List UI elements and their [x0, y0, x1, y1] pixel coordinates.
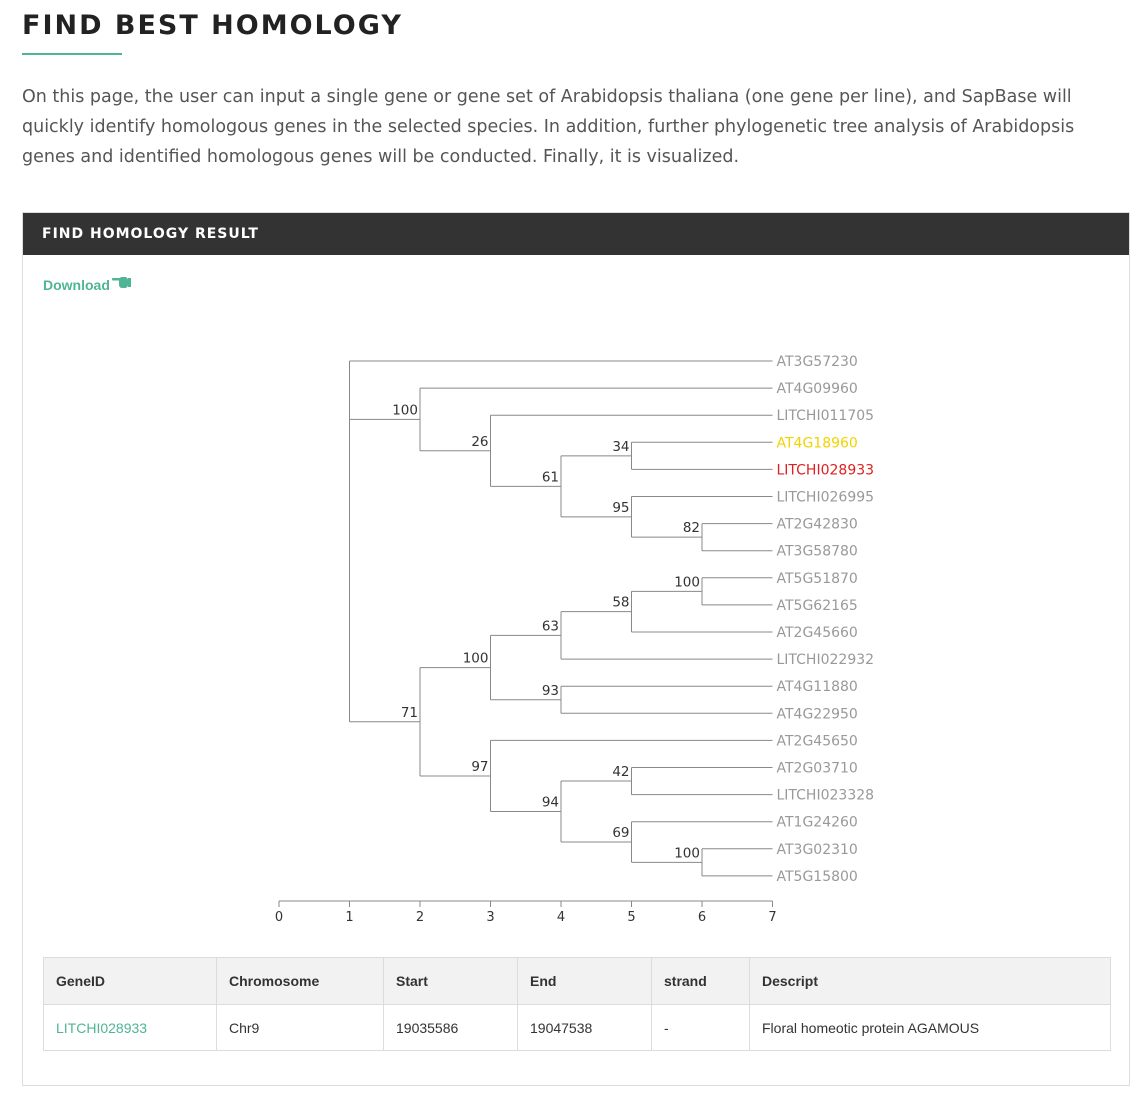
- pointing-hand-icon: [111, 277, 131, 288]
- column-header-chromosome: Chromosome: [216, 957, 384, 1005]
- leaf-label: AT2G45660: [777, 625, 858, 641]
- intro-text: On this page, the user can input a singl…: [22, 87, 1075, 167]
- bootstrap-label: 95: [612, 500, 629, 516]
- column-header-descript: Descript: [749, 957, 1111, 1005]
- scale-tick-label: 2: [416, 910, 424, 925]
- scale-tick-label: 0: [275, 910, 283, 925]
- leaf-label: AT4G22950: [777, 706, 858, 722]
- bootstrap-label: 63: [542, 618, 559, 634]
- leaf-label: AT3G57230: [777, 354, 858, 370]
- bootstrap-label: 69: [612, 825, 629, 841]
- bootstrap-label: 26: [471, 434, 488, 450]
- leaf-label: AT3G02310: [777, 842, 858, 858]
- column-header-start: Start: [383, 957, 518, 1005]
- leaf-label: LITCHI028933: [777, 462, 875, 478]
- leaf-label: AT4G09960: [777, 381, 858, 397]
- cell-chromosome: Chr9: [216, 1004, 384, 1051]
- gene-link[interactable]: LITCHI028933: [56, 1019, 148, 1036]
- scale-tick-label: 4: [557, 910, 565, 925]
- leaf-label: AT4G18960: [777, 435, 858, 451]
- table-header-row: GeneID Chromosome Start End strand Descr…: [43, 957, 1111, 1005]
- scale-tick-label: 6: [698, 910, 706, 925]
- scale-tick-label: 1: [345, 910, 353, 925]
- bootstrap-label: 42: [612, 764, 629, 780]
- leaf-label: AT2G45650: [777, 733, 858, 749]
- leaf-label: LITCHI023328: [777, 788, 875, 804]
- bootstrap-label: 100: [392, 402, 418, 418]
- cell-end: 19047538: [517, 1004, 652, 1051]
- download-label: Download: [43, 277, 110, 293]
- phylogenetic-tree: 10026613495827110063581009397944269100AT…: [275, 354, 875, 925]
- bootstrap-label: 100: [674, 845, 700, 861]
- leaf-label: LITCHI011705: [777, 408, 875, 424]
- table-row: LITCHI028933 Chr9 19035586 19047538 - Fl…: [43, 1004, 1111, 1051]
- bootstrap-label: 97: [471, 759, 488, 775]
- bootstrap-label: 94: [542, 795, 559, 811]
- cell-descript: Floral homeotic protein AGAMOUS: [749, 1004, 1111, 1051]
- bootstrap-label: 100: [463, 651, 489, 667]
- page-title: FIND BEST HOMOLOGY: [22, 10, 403, 41]
- leaf-label: LITCHI022932: [777, 652, 875, 668]
- bootstrap-label: 61: [542, 469, 559, 485]
- bootstrap-label: 82: [683, 520, 700, 536]
- result-panel: FIND HOMOLOGY RESULT Download 100 26 61 34 9…: [22, 212, 1130, 1086]
- leaf-label: AT5G15800: [777, 869, 858, 885]
- leaf-label: AT2G42830: [777, 517, 858, 533]
- cell-start: 19035586: [383, 1004, 518, 1051]
- column-header-strand: strand: [651, 957, 750, 1005]
- scale-tick-label: 7: [768, 910, 776, 925]
- leaf-label: AT5G51870: [777, 571, 858, 587]
- download-link[interactable]: Download: [43, 277, 134, 293]
- bootstrap-label: 100: [674, 574, 700, 590]
- scale-tick-label: 5: [627, 910, 635, 925]
- bootstrap-label: 34: [612, 439, 629, 455]
- cell-geneid: LITCHI028933: [43, 1004, 217, 1051]
- scale-tick-label: 3: [486, 910, 494, 925]
- leaf-label: AT2G03710: [777, 761, 858, 777]
- panel-header: FIND HOMOLOGY RESULT: [23, 213, 1129, 255]
- bootstrap-label: 58: [612, 595, 629, 611]
- title-underline: [22, 53, 122, 55]
- bootstrap-label: 93: [542, 683, 559, 699]
- gene-table: GeneID Chromosome Start End strand Descr…: [43, 957, 1111, 1051]
- leaf-label: AT4G11880: [777, 679, 858, 695]
- column-header-end: End: [517, 957, 652, 1005]
- cell-strand: -: [651, 1004, 750, 1051]
- leaf-label: AT1G24260: [777, 815, 858, 831]
- column-header-geneid: GeneID: [43, 957, 217, 1005]
- leaf-label: AT5G62165: [777, 598, 858, 614]
- bootstrap-label: 71: [401, 705, 418, 721]
- leaf-label: LITCHI026995: [777, 490, 875, 506]
- leaf-label: AT3G58780: [777, 544, 858, 560]
